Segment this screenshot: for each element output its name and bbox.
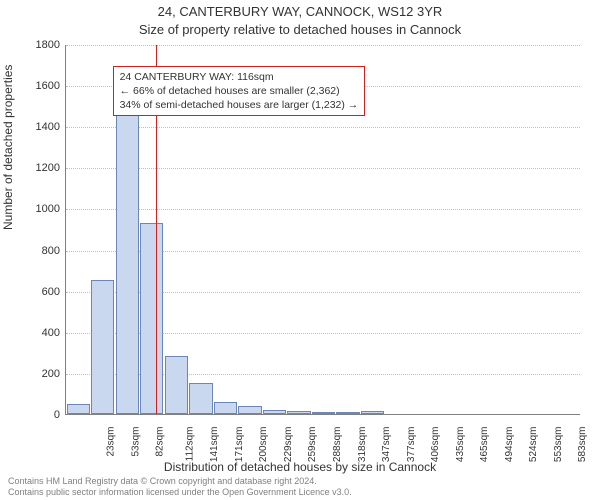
plot-area: 24 CANTERBURY WAY: 116sqm← 66% of detach… (65, 45, 580, 415)
histogram-bar (287, 411, 310, 414)
footer-line-1: Contains HM Land Registry data © Crown c… (8, 476, 352, 487)
x-tick-label: 200sqm (258, 427, 269, 463)
x-axis-label: Distribution of detached houses by size … (0, 460, 600, 474)
histogram-bar (165, 356, 188, 414)
x-tick-label: 288sqm (332, 427, 343, 463)
y-tick-label: 0 (5, 409, 60, 421)
x-tick-label: 435sqm (455, 427, 466, 463)
y-tick-label: 200 (5, 368, 60, 380)
x-tick-label: 465sqm (479, 427, 490, 463)
histogram-bar (67, 404, 90, 414)
gridline (66, 168, 580, 169)
histogram-bar (361, 411, 384, 414)
footer-attribution: Contains HM Land Registry data © Crown c… (8, 476, 352, 499)
histogram-bar (263, 410, 286, 414)
x-tick-label: 347sqm (381, 427, 392, 463)
x-tick-label: 171sqm (234, 427, 245, 463)
chart-title-1: 24, CANTERBURY WAY, CANNOCK, WS12 3YR (0, 4, 600, 19)
gridline (66, 127, 580, 128)
histogram-bar (189, 383, 212, 414)
chart-title-2: Size of property relative to detached ho… (0, 22, 600, 37)
annotation-line: 24 CANTERBURY WAY: 116sqm (120, 70, 359, 84)
histogram-bar (214, 402, 237, 414)
y-tick-label: 800 (5, 245, 60, 257)
y-tick-label: 1000 (5, 203, 60, 215)
x-tick-label: 553sqm (553, 427, 564, 463)
x-tick-label: 583sqm (577, 427, 588, 463)
x-tick-label: 141sqm (209, 427, 220, 463)
histogram-bar (336, 412, 359, 414)
annotation-line: ← 66% of detached houses are smaller (2,… (120, 84, 359, 98)
x-tick-label: 524sqm (528, 427, 539, 463)
chart-frame: 24, CANTERBURY WAY, CANNOCK, WS12 3YR Si… (0, 0, 600, 500)
gridline (66, 209, 580, 210)
x-tick-label: 82sqm (155, 427, 166, 457)
y-tick-label: 1200 (5, 162, 60, 174)
histogram-bar (312, 412, 335, 414)
x-tick-label: 318sqm (357, 427, 368, 463)
histogram-bar (116, 112, 139, 414)
footer-line-2: Contains public sector information licen… (8, 487, 352, 498)
histogram-bar (140, 223, 163, 414)
annotation-line: 34% of semi-detached houses are larger (… (120, 98, 359, 112)
y-tick-label: 400 (5, 327, 60, 339)
annotation-box: 24 CANTERBURY WAY: 116sqm← 66% of detach… (113, 66, 366, 117)
histogram-bar (238, 406, 261, 414)
x-tick-label: 406sqm (430, 427, 441, 463)
x-tick-label: 53sqm (130, 427, 141, 457)
histogram-bar (91, 280, 114, 414)
x-tick-label: 229sqm (283, 427, 294, 463)
x-tick-label: 23sqm (106, 427, 117, 457)
y-tick-label: 1800 (5, 39, 60, 51)
x-tick-label: 259sqm (308, 427, 319, 463)
gridline (66, 45, 580, 46)
y-tick-label: 1400 (5, 121, 60, 133)
y-tick-label: 600 (5, 286, 60, 298)
y-tick-label: 1600 (5, 80, 60, 92)
x-tick-label: 494sqm (504, 427, 515, 463)
x-tick-label: 112sqm (184, 427, 195, 462)
x-tick-label: 377sqm (406, 427, 417, 463)
